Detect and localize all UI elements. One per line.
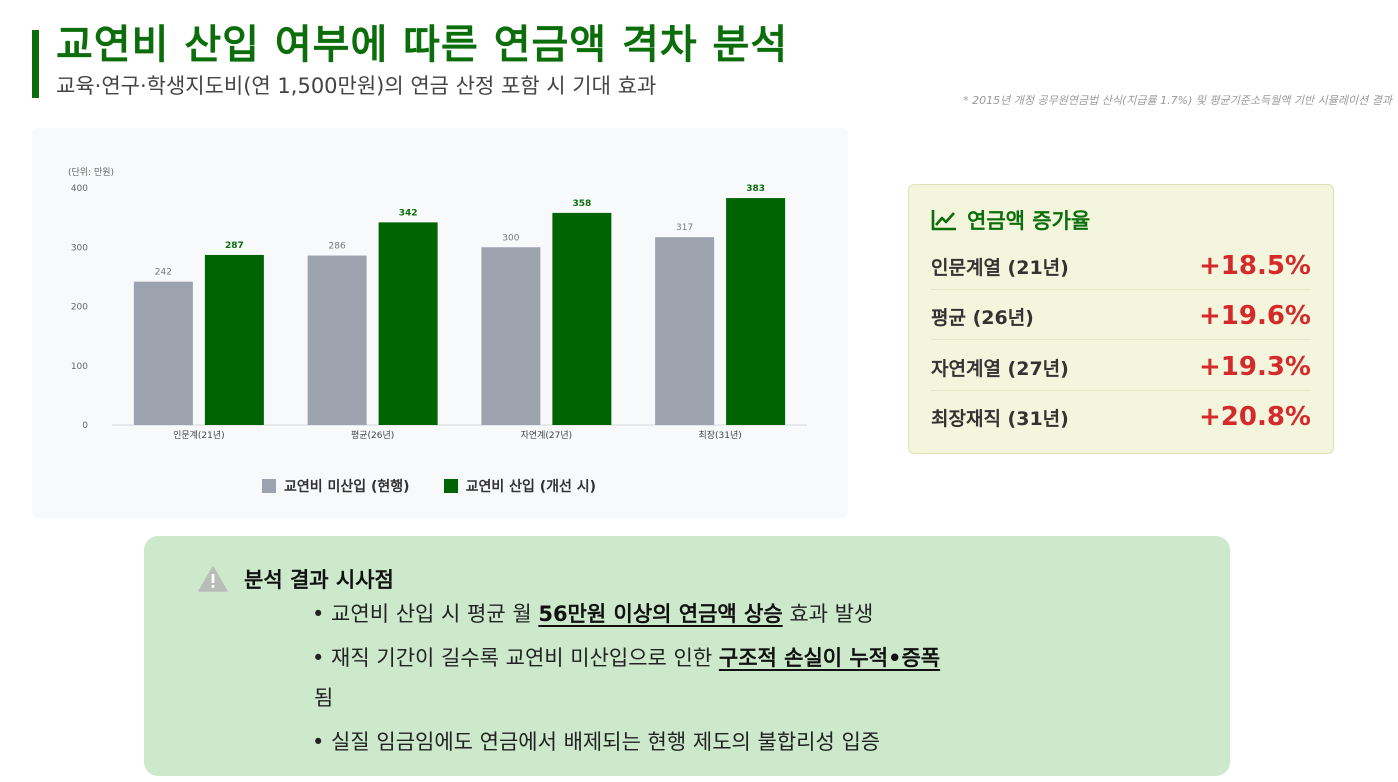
insight-box: 분석 결과 시사점 • 교연비 산입 시 평균 월 56만원 이상의 연금액 상… — [144, 536, 1230, 776]
page-subtitle: 교육·연구·학생지도비(연 1,500만원)의 연금 산정 포함 시 기대 효과 — [56, 74, 657, 98]
bullet-text: • 교연비 산입 시 평균 월 — [312, 602, 539, 626]
growth-label: 평균 (26년) — [931, 306, 1034, 329]
y-unit-label: (단위: 만원) — [68, 167, 114, 178]
bar-improved — [552, 212, 612, 425]
insight-bullet: • 실질 임금임에도 연금에서 배제되는 현행 제도의 불합리성 입증 — [312, 726, 880, 756]
data-label: 342 — [399, 208, 418, 218]
legend-swatch-improved — [443, 479, 458, 493]
x-tick-label: 최장(31년) — [698, 430, 741, 441]
y-tick-label: 0 — [82, 421, 88, 431]
insight-header: 분석 결과 시사점 — [198, 564, 394, 594]
growth-rate-header: 연금액 증가율 — [931, 205, 1090, 235]
legend-item-current: 교연비 미산입 (현행) — [262, 476, 410, 496]
bar-current — [307, 255, 367, 425]
data-label: 358 — [572, 199, 591, 209]
growth-label: 자연계열 (27년) — [931, 357, 1069, 380]
page-title: 교연비 산입 여부에 따른 연금액 격차 분석 — [56, 22, 789, 68]
warning-icon — [198, 566, 228, 592]
insight-title: 분석 결과 시사점 — [244, 568, 394, 592]
insight-bullet: • 재직 기간이 길수록 교연비 미산입으로 인한 구조적 손실이 누적•증폭 — [312, 642, 940, 672]
x-tick-label: 평균(26년) — [351, 430, 394, 441]
growth-rate-card: 연금액 증가율 인문계열 (21년) +18.5% 평균 (26년) +19.6… — [908, 184, 1334, 454]
footnote: * 2015년 개정 공무원연금법 산식(지급률 1.7%) 및 평균기준소득월… — [963, 94, 1392, 107]
bullet-text: 효과 발생 — [782, 602, 874, 626]
bar-improved — [726, 198, 786, 425]
y-tick-label: 200 — [71, 303, 88, 313]
bullet-text: 됨 — [314, 686, 334, 710]
growth-value: +19.3% — [1199, 352, 1311, 382]
y-tick-label: 400 — [71, 184, 88, 194]
bullet-emphasis: 구조적 손실이 누적•증폭 — [718, 646, 941, 670]
growth-row-science: 자연계열 (27년) +19.3% — [931, 344, 1311, 391]
data-label: 242 — [155, 268, 172, 278]
growth-label: 최장재직 (31년) — [931, 407, 1069, 430]
title-accent-bar — [32, 30, 39, 98]
growth-value: +19.6% — [1199, 301, 1311, 331]
insight-bullet-continuation: 됨 — [314, 682, 333, 712]
growth-value: +20.8% — [1199, 402, 1311, 432]
legend-label-improved: 교연비 산입 (개선 시) — [465, 479, 597, 495]
bullet-text: • 실질 임금임에도 연금에서 배제되는 현행 제도의 불합리성 입증 — [312, 730, 881, 754]
y-tick-label: 100 — [71, 362, 88, 372]
y-tick-label: 300 — [71, 243, 88, 253]
data-label: 383 — [746, 184, 765, 194]
bar-current — [481, 247, 541, 425]
growth-row-average: 평균 (26년) +19.6% — [931, 293, 1311, 340]
growth-value: +18.5% — [1199, 251, 1311, 281]
data-label: 317 — [676, 223, 693, 233]
legend-swatch-current — [262, 479, 276, 493]
chart-legend: 교연비 미산입 (현행) 교연비 산입 (개선 시) — [262, 476, 596, 496]
bar-current — [133, 281, 193, 425]
legend-item-improved: 교연비 산입 (개선 시) — [443, 476, 597, 496]
x-tick-label: 인문계(21년) — [173, 429, 225, 441]
growth-row-longest: 최장재직 (31년) +20.8% — [931, 394, 1311, 440]
data-label: 286 — [329, 242, 346, 252]
bar-improved — [378, 222, 438, 425]
legend-label-current: 교연비 미산입 (현행) — [284, 479, 410, 495]
bar-current — [655, 237, 715, 425]
growth-label: 인문계열 (21년) — [931, 256, 1069, 279]
chart-card: (단위: 만원) 0 100 200 300 400 242 287 인문계(21년) 286 34… — [32, 128, 848, 518]
trend-line-icon — [931, 210, 956, 231]
growth-row-humanities: 인문계열 (21년) +18.5% — [931, 243, 1311, 290]
data-label: 287 — [225, 241, 244, 251]
bar-chart: (단위: 만원) 0 100 200 300 400 242 287 인문계(21년) 286 34… — [68, 167, 807, 441]
bullet-emphasis: 56만원 이상의 연금액 상승 — [538, 602, 783, 626]
bar-improved — [204, 254, 264, 425]
x-tick-label: 자연계(27년) — [521, 429, 573, 441]
growth-rate-title: 연금액 증가율 — [967, 209, 1091, 233]
data-label: 300 — [502, 233, 519, 243]
insight-bullet: • 교연비 산입 시 평균 월 56만원 이상의 연금액 상승 효과 발생 — [312, 598, 873, 628]
bullet-text: • 재직 기간이 길수록 교연비 미산입으로 인한 — [312, 646, 719, 670]
